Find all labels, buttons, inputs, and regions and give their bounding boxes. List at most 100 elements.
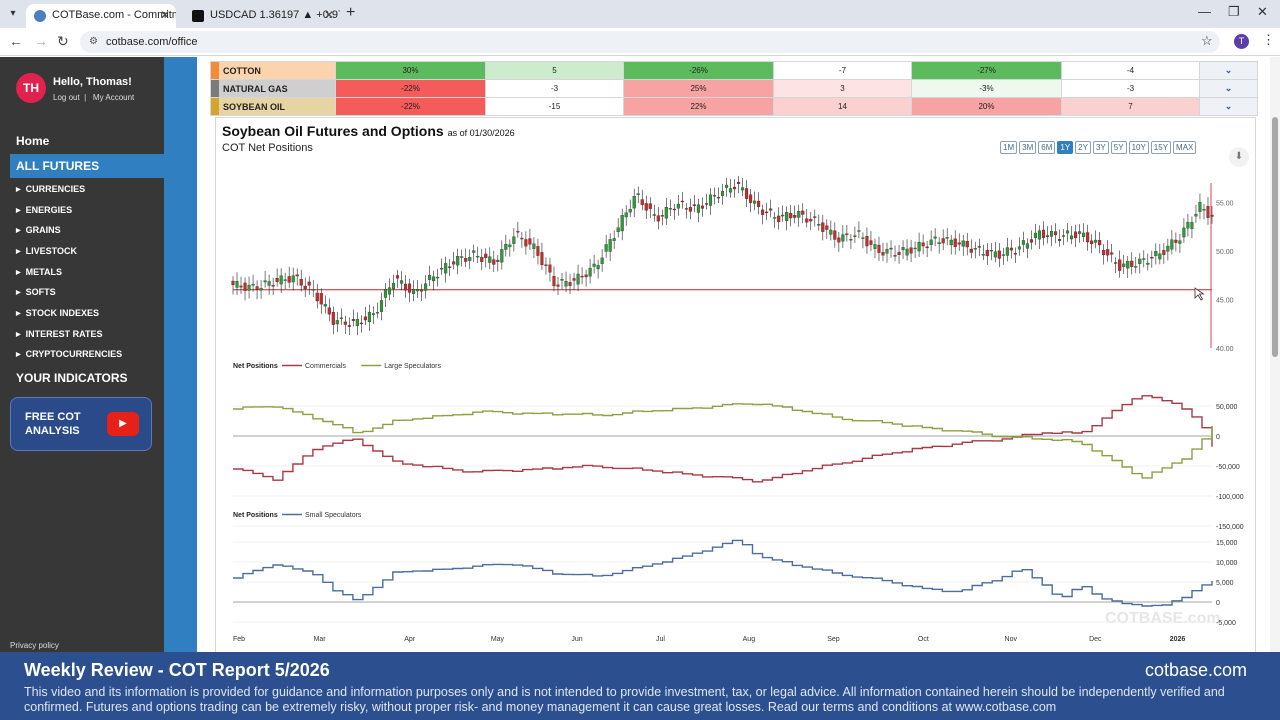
candle bbox=[761, 209, 765, 215]
range-button-max[interactable]: MAX bbox=[1173, 141, 1197, 154]
candle bbox=[1070, 235, 1074, 240]
candle bbox=[1166, 245, 1170, 252]
as-of-date: as of 01/30/2026 bbox=[447, 128, 515, 138]
nav-home[interactable]: Home bbox=[16, 134, 50, 148]
privacy-policy-link[interactable]: Privacy policy bbox=[10, 641, 59, 650]
tab-usdcad[interactable]: USDCAD 1.36197 ▲ +0.97% XA ✕ bbox=[184, 4, 340, 28]
candle bbox=[648, 203, 652, 209]
caret-right-icon: ▶ bbox=[16, 208, 21, 214]
range-button-10y[interactable]: 10Y bbox=[1128, 141, 1149, 154]
forward-icon[interactable]: → bbox=[34, 33, 48, 49]
y-tick-label: -5,000 bbox=[1216, 620, 1236, 627]
banner-title: Weekly Review - COT Report 5/2026 bbox=[24, 660, 330, 680]
range-button-2y[interactable]: 2Y bbox=[1075, 141, 1091, 154]
range-button-15y[interactable]: 15Y bbox=[1150, 141, 1172, 154]
new-tab-icon[interactable]: + bbox=[346, 4, 356, 21]
candle bbox=[363, 316, 367, 321]
nav-stock-indexes[interactable]: ▶ STOCK INDEXES bbox=[16, 308, 99, 318]
range-button-6m[interactable]: 6M bbox=[1038, 141, 1056, 154]
candle bbox=[853, 235, 857, 237]
candle bbox=[829, 229, 833, 235]
minimize-icon[interactable]: — bbox=[1198, 4, 1211, 19]
cot-summary-table: COTTON 30% 5 -26% -7 -27% -4 ⌄ NATURAL GAS -22% -3… bbox=[210, 61, 1258, 116]
candle bbox=[367, 311, 371, 322]
logout-link[interactable]: Log out bbox=[53, 93, 80, 102]
market-name[interactable]: COTTON bbox=[210, 61, 336, 80]
reload-icon[interactable]: ↻ bbox=[57, 33, 69, 49]
candle bbox=[1158, 253, 1162, 260]
account-links: Log out | My Account bbox=[53, 93, 134, 102]
close-window-icon[interactable]: ✕ bbox=[1257, 4, 1268, 19]
series-line-small-speculators bbox=[233, 539, 1213, 607]
nav-softs[interactable]: ▶ SOFTS bbox=[16, 287, 56, 297]
caret-right-icon: ▶ bbox=[16, 270, 21, 276]
candle bbox=[1138, 258, 1142, 264]
candle bbox=[668, 208, 672, 210]
market-name[interactable]: NATURAL GAS bbox=[210, 79, 336, 98]
candle bbox=[512, 236, 516, 244]
candle bbox=[476, 255, 480, 258]
download-icon[interactable]: ⬇ bbox=[1229, 147, 1249, 167]
tab-search-icon[interactable]: ▾ bbox=[10, 8, 16, 19]
nav-energies[interactable]: ▶ ENERGIES bbox=[16, 205, 73, 215]
candle bbox=[331, 311, 335, 325]
table-cell: 5 bbox=[485, 61, 624, 80]
back-icon[interactable]: ← bbox=[9, 33, 23, 49]
candle bbox=[343, 321, 347, 325]
nav-interest-rates[interactable]: ▶ INTEREST RATES bbox=[16, 329, 103, 339]
candle bbox=[347, 325, 351, 327]
candle bbox=[532, 243, 536, 249]
nav-metals[interactable]: ▶ METALS bbox=[16, 267, 62, 277]
restore-icon[interactable]: ❐ bbox=[1228, 4, 1240, 19]
expand-row-chevron-icon[interactable]: ⌄ bbox=[1199, 61, 1258, 80]
expand-row-chevron-icon[interactable]: ⌄ bbox=[1199, 79, 1258, 98]
site-info-icon[interactable]: ⚙ bbox=[89, 36, 98, 47]
nav-grains[interactable]: ▶ GRAINS bbox=[16, 225, 61, 235]
candle bbox=[1142, 258, 1146, 260]
nav-all-futures[interactable]: ALL FUTURES bbox=[10, 154, 164, 178]
candle bbox=[1110, 252, 1114, 255]
candle bbox=[620, 215, 624, 232]
candle bbox=[961, 240, 965, 247]
my-account-link[interactable]: My Account bbox=[92, 93, 135, 102]
range-button-5y[interactable]: 5Y bbox=[1110, 141, 1127, 154]
range-button-1m[interactable]: 1M bbox=[1000, 141, 1018, 154]
range-button-1y[interactable]: 1Y bbox=[1057, 141, 1074, 154]
profile-avatar[interactable]: T bbox=[1234, 34, 1249, 49]
candle bbox=[1102, 249, 1106, 256]
expand-row-chevron-icon[interactable]: ⌄ bbox=[1199, 97, 1258, 116]
page-scrollbar[interactable] bbox=[1270, 57, 1280, 652]
candle bbox=[728, 188, 733, 193]
candle bbox=[299, 279, 303, 286]
nav-your-indicators[interactable]: YOUR INDICATORS bbox=[16, 371, 128, 385]
range-button-3m[interactable]: 3M bbox=[1019, 141, 1037, 154]
candle bbox=[588, 267, 592, 277]
close-tab-icon[interactable]: ✕ bbox=[159, 8, 170, 22]
free-cot-analysis-banner[interactable]: FREE COT ANALYSIS ▶ bbox=[10, 397, 152, 451]
close-tab-icon[interactable]: ✕ bbox=[323, 8, 334, 22]
nav-cryptocurrencies[interactable]: ▶ CRYPTOCURRENCIES bbox=[16, 349, 123, 359]
candle bbox=[504, 243, 508, 250]
candle bbox=[781, 214, 785, 217]
bookmark-star-icon[interactable]: ☆ bbox=[1201, 33, 1213, 48]
range-button-3y[interactable]: 3Y bbox=[1092, 141, 1109, 154]
candle bbox=[753, 200, 757, 204]
market-name[interactable]: SOYBEAN OIL bbox=[210, 97, 336, 116]
candle bbox=[403, 283, 408, 291]
candle bbox=[596, 264, 600, 270]
candle bbox=[612, 238, 616, 241]
candle bbox=[1049, 231, 1054, 237]
browser-menu-icon[interactable]: ⋮ bbox=[1262, 32, 1275, 47]
candle bbox=[339, 317, 343, 319]
x-month-label: Dec bbox=[1089, 636, 1102, 643]
candle bbox=[616, 227, 620, 232]
nav-currencies[interactable]: ▶ CURRENCIES bbox=[16, 184, 86, 194]
scrollbar-thumb[interactable] bbox=[1272, 117, 1278, 357]
caret-right-icon: ▶ bbox=[16, 332, 21, 338]
candle bbox=[428, 275, 432, 280]
nav-livestock[interactable]: ▶ LIVESTOCK bbox=[16, 246, 77, 256]
tab-cotbase[interactable]: COTBase.com - Commitments o ✕ bbox=[26, 4, 176, 28]
candle bbox=[259, 288, 263, 291]
candle bbox=[712, 195, 717, 197]
url-field[interactable]: ⚙ cotbase.com/office bbox=[80, 31, 1220, 53]
